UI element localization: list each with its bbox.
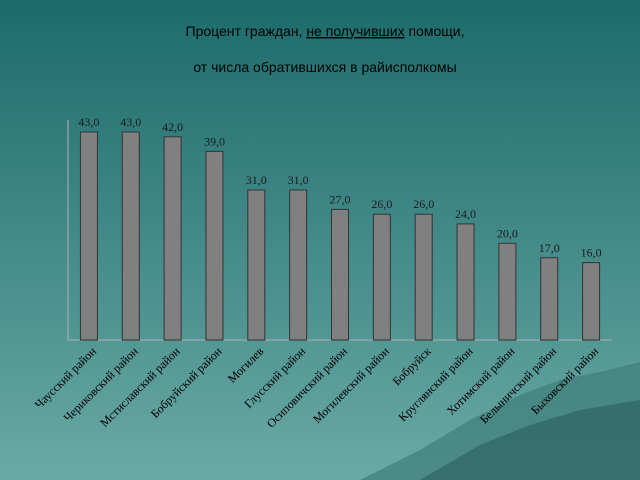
bar [456, 223, 475, 341]
mountains-front [420, 400, 640, 480]
chart-title: Процент граждан, не получивших помощи, [186, 23, 465, 39]
title-part: Процент граждан, [186, 23, 307, 39]
value-label: 42,0 [162, 120, 183, 134]
bar [289, 189, 308, 341]
bar [79, 131, 98, 341]
title-part: помощи, [405, 23, 465, 39]
bar [205, 150, 224, 341]
value-label: 26,0 [371, 197, 392, 211]
value-label: 31,0 [288, 173, 309, 187]
bar [414, 213, 433, 341]
value-label: 27,0 [330, 192, 351, 206]
bar [540, 257, 559, 341]
value-label: 43,0 [78, 115, 99, 129]
value-label: 17,0 [539, 241, 560, 255]
value-label: 16,0 [581, 246, 602, 260]
bar [247, 189, 266, 341]
bar [331, 208, 349, 341]
value-label: 43,0 [120, 115, 141, 129]
title-underlined: не получивших [306, 23, 404, 39]
bar [498, 242, 517, 341]
value-label: 39,0 [204, 134, 225, 148]
value-label: 26,0 [413, 197, 434, 211]
bar [163, 136, 182, 341]
value-label: 20,0 [497, 226, 518, 240]
value-label: 31,0 [246, 173, 267, 187]
value-label: 24,0 [455, 207, 476, 221]
bar [582, 262, 601, 341]
bar [121, 131, 140, 341]
bar [372, 213, 391, 341]
chart-subtitle: от числа обратившихся в райисполкомы [193, 59, 456, 75]
